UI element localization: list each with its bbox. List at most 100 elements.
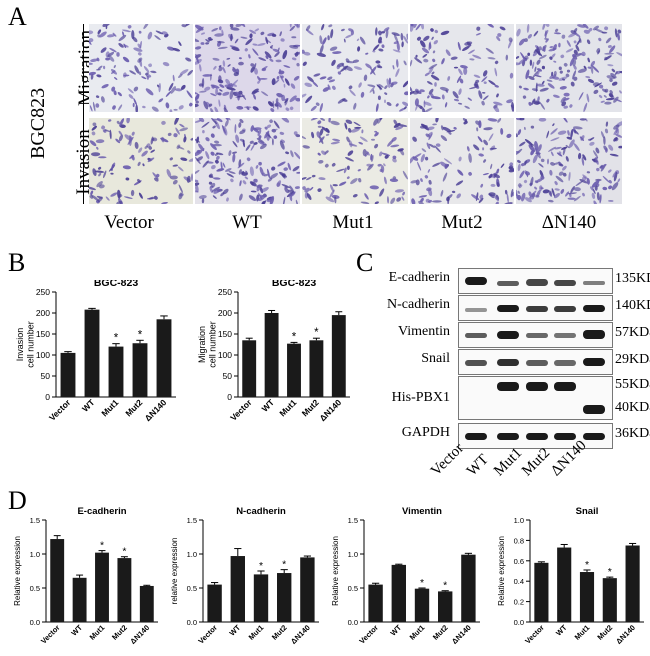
bar	[50, 539, 65, 622]
chart-title: BGC-823	[272, 280, 317, 289]
significance-star: *	[608, 566, 612, 578]
micrograph-migration-5	[516, 24, 622, 112]
bar	[414, 588, 430, 622]
y-tick-label: 0.0	[187, 618, 197, 627]
x-tick-label: ΔN140	[450, 623, 473, 646]
blot-label-vimentin: Vimentin	[397, 324, 450, 339]
y-tick-label: 150	[218, 329, 232, 339]
x-tick-label: Vector	[523, 623, 546, 646]
x-tick-label: Mut1	[573, 623, 592, 642]
panel-letter-a: A	[8, 2, 27, 31]
condition-label-mut1: Mut1	[332, 212, 374, 233]
y-tick-label: 200	[36, 308, 50, 318]
significance-star: *	[282, 559, 286, 571]
x-tick-label: Mut2	[431, 623, 450, 642]
kda-his-pbx1-40: 40KDa	[615, 400, 650, 415]
bar	[534, 562, 549, 622]
blot-label-gapdh: GAPDH	[401, 425, 450, 440]
vimentin-chart: Vimentin 0.0 0.5 1.0 1.5 Relative expression V…	[331, 506, 480, 646]
bar	[72, 577, 87, 622]
significance-star: *	[138, 329, 143, 341]
x-tick-label: Mut2	[110, 623, 129, 642]
significance-star: *	[585, 559, 589, 571]
bar	[309, 340, 324, 397]
micrograph-migration-3	[302, 24, 408, 112]
micrograph-invasion-3	[302, 118, 408, 204]
bar	[287, 343, 301, 397]
y-axis-label: relative expression	[170, 538, 179, 605]
x-tick-label: Mut2	[595, 623, 614, 642]
y-tick-label: 0.0	[348, 618, 358, 627]
y-tick-label: 0.6	[514, 557, 524, 566]
blot-label-his-pbx1: His-PBX1	[391, 390, 450, 405]
y-tick-label: 0	[45, 392, 50, 402]
x-tick-label: WT	[389, 623, 404, 638]
y-tick-label: 1.5	[348, 516, 358, 525]
y-tick-label: 250	[218, 287, 232, 297]
bar	[117, 558, 132, 622]
x-tick-label: Vector	[357, 623, 380, 646]
kda-his-pbx1-55: 55KDa	[615, 377, 650, 392]
kda-n-cadherin: 140KDa	[615, 298, 650, 313]
panel-letter-d: D	[8, 486, 27, 515]
y-tick-label: 100	[36, 350, 50, 360]
condition-label-wt: WT	[232, 212, 262, 233]
y-axis-label: Relative expression	[497, 536, 506, 606]
y-tick-label: 0.5	[187, 584, 197, 593]
micrograph-migration-4	[410, 24, 514, 112]
x-tick-label: Mut1	[277, 397, 298, 418]
bar	[60, 352, 76, 397]
significance-star: *	[122, 546, 126, 558]
x-tick-label: Mut1	[408, 623, 427, 642]
bar	[108, 346, 124, 397]
blot-label-n-cadherin: N-cadherin	[387, 297, 450, 312]
significance-star: *	[114, 333, 119, 345]
y-tick-label: 0.2	[514, 598, 524, 607]
invasion-chart: BGC-823 0 50 100 150 200 250 Invasioncell numbe…	[15, 280, 176, 423]
significance-star: *	[314, 327, 319, 339]
bar	[156, 319, 172, 397]
bar	[207, 584, 222, 622]
y-tick-label: 1.5	[187, 516, 197, 525]
micrograph-migration-2	[195, 24, 300, 112]
y-tick-label: 50	[223, 371, 233, 381]
blot-vimentin	[458, 322, 613, 348]
y-tick-label: 100	[218, 350, 232, 360]
kda-e-cadherin: 135KDa	[615, 271, 650, 286]
x-tick-label: Vector	[39, 623, 62, 646]
panel-letter-c: C	[356, 248, 374, 277]
y-axis-label: Invasioncell number	[15, 321, 36, 368]
bar	[391, 564, 406, 622]
condition-label-mut2: Mut2	[441, 212, 483, 233]
x-tick-label: WT	[80, 397, 97, 414]
x-tick-label: Mut1	[88, 623, 107, 642]
y-axis-label: Relative expression	[331, 536, 340, 606]
chart-title: Vimentin	[402, 506, 442, 517]
condition-label-dn140: ΔN140	[541, 212, 597, 233]
significance-star: *	[443, 580, 447, 592]
bar	[277, 573, 292, 622]
micrograph-invasion-4	[410, 118, 514, 204]
bar	[242, 340, 257, 397]
lane-label-mut2: Mut2	[518, 444, 554, 480]
y-tick-label: 200	[218, 308, 232, 318]
y-tick-label: 0.8	[514, 536, 524, 545]
x-tick-label: Mut2	[123, 397, 144, 418]
panel-letter-b: B	[8, 248, 26, 277]
bar	[461, 554, 476, 622]
bar	[368, 584, 383, 622]
significance-star: *	[259, 560, 263, 572]
cell-line-label: BGC823	[27, 87, 49, 159]
micrograph-invasion-1	[89, 118, 193, 204]
y-tick-label: 1.0	[514, 516, 524, 525]
y-tick-label: 250	[36, 287, 50, 297]
snail-chart: Snail 0.0 0.2 0.4 0.6 0.8 1.0 Relative expressi…	[497, 506, 644, 646]
n-cadherin-chart: N-cadherin 0.0 0.5 1.0 1.5 relative expressio…	[170, 506, 319, 646]
blot-label-e-cadherin: E-cadherin	[388, 270, 450, 285]
micrograph-invasion-5	[516, 118, 622, 204]
blot-label-snail: Snail	[421, 351, 450, 366]
y-tick-label: 1.0	[30, 550, 40, 559]
x-tick-label: Vector	[196, 623, 219, 646]
significance-star: *	[420, 577, 424, 589]
x-tick-label: Mut2	[270, 623, 289, 642]
